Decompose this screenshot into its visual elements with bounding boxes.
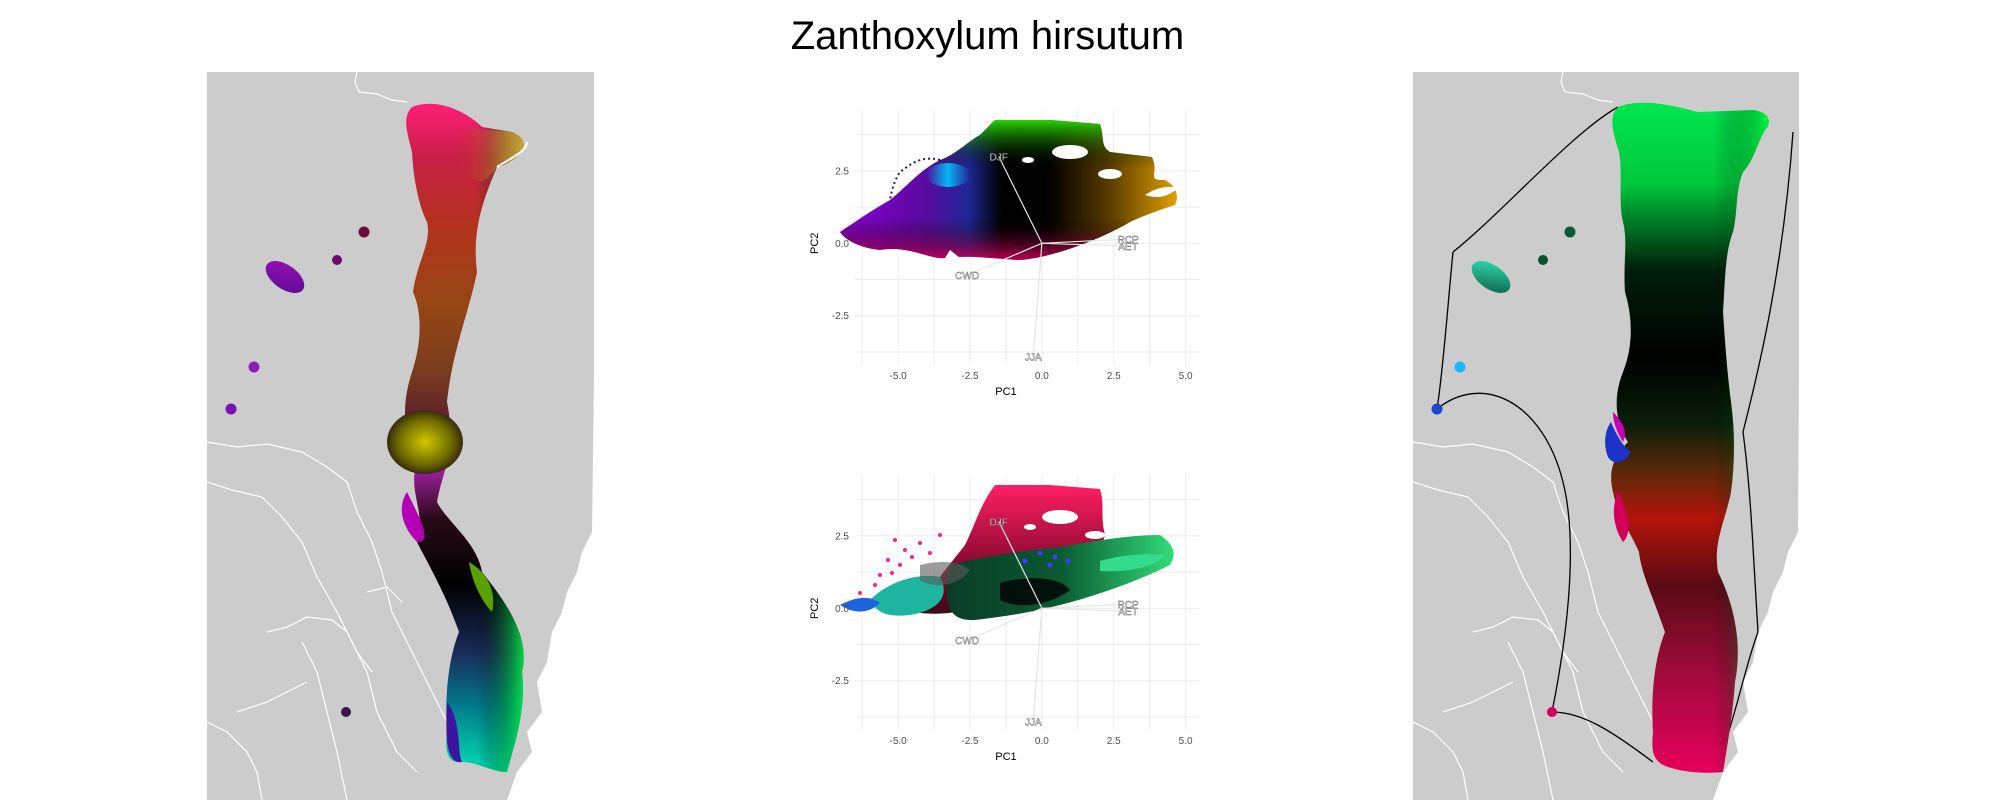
- chart-title: Zanthoxylum hirsutum: [790, 14, 1185, 58]
- loading-line-cwd: [966, 242, 1043, 276]
- loading-label-djf: DJF: [990, 152, 1008, 163]
- loading-line-aet: [1041, 607, 1129, 612]
- y-axis-label: PC2: [809, 233, 821, 254]
- right-map: [1413, 72, 1799, 800]
- left-map: [207, 72, 594, 800]
- loading-label-djf: DJF: [990, 517, 1008, 528]
- x-axis-label: PC1: [995, 751, 1016, 763]
- y-tick-label: -2.5: [832, 676, 850, 687]
- y-tick-label: 2.5: [835, 166, 849, 177]
- loading-label-cwd: CWD: [955, 636, 979, 647]
- y-tick-label: 2.5: [835, 531, 849, 542]
- x-tick-label: -2.5: [961, 736, 979, 747]
- loading-line-cwd: [966, 607, 1043, 641]
- y-tick-label: -2.5: [832, 311, 850, 322]
- loading-line-jja: [1032, 243, 1043, 357]
- loading-line-aet: [1041, 242, 1129, 247]
- x-tick-label: 2.5: [1107, 736, 1121, 747]
- y-axis-label: PC2: [809, 598, 821, 619]
- x-tick-label: -2.5: [961, 371, 979, 382]
- loading-label-rcp: RCP: [1118, 235, 1139, 246]
- y-tick-label: 0.0: [835, 604, 849, 615]
- x-tick-label: 0.0: [1035, 736, 1049, 747]
- x-tick-label: -5.0: [890, 736, 908, 747]
- x-tick-label: -5.0: [890, 371, 908, 382]
- x-tick-label: 5.0: [1179, 736, 1193, 747]
- loading-label-cwd: CWD: [955, 271, 979, 282]
- loading-line-rcp: [1041, 238, 1129, 244]
- loading-line-djf: [998, 156, 1043, 244]
- grid-lines: [855, 475, 1200, 730]
- y-tick-label: 0.0: [835, 239, 849, 250]
- loading-line-rcp: [1041, 603, 1129, 609]
- loading-label-jja: JJA: [1025, 717, 1042, 728]
- loading-line-djf: [998, 521, 1043, 609]
- x-tick-label: 5.0: [1179, 371, 1193, 382]
- loading-label-jja: JJA: [1025, 352, 1042, 363]
- x-tick-label: 0.0: [1035, 371, 1049, 382]
- x-axis-label: PC1: [995, 386, 1016, 398]
- loading-label-rcp: RCP: [1118, 600, 1139, 611]
- loading-label-aet: AET: [1118, 607, 1137, 618]
- loading-label-aet: AET: [1118, 242, 1137, 253]
- loading-line-jja: [1032, 608, 1043, 722]
- x-tick-label: 2.5: [1107, 371, 1121, 382]
